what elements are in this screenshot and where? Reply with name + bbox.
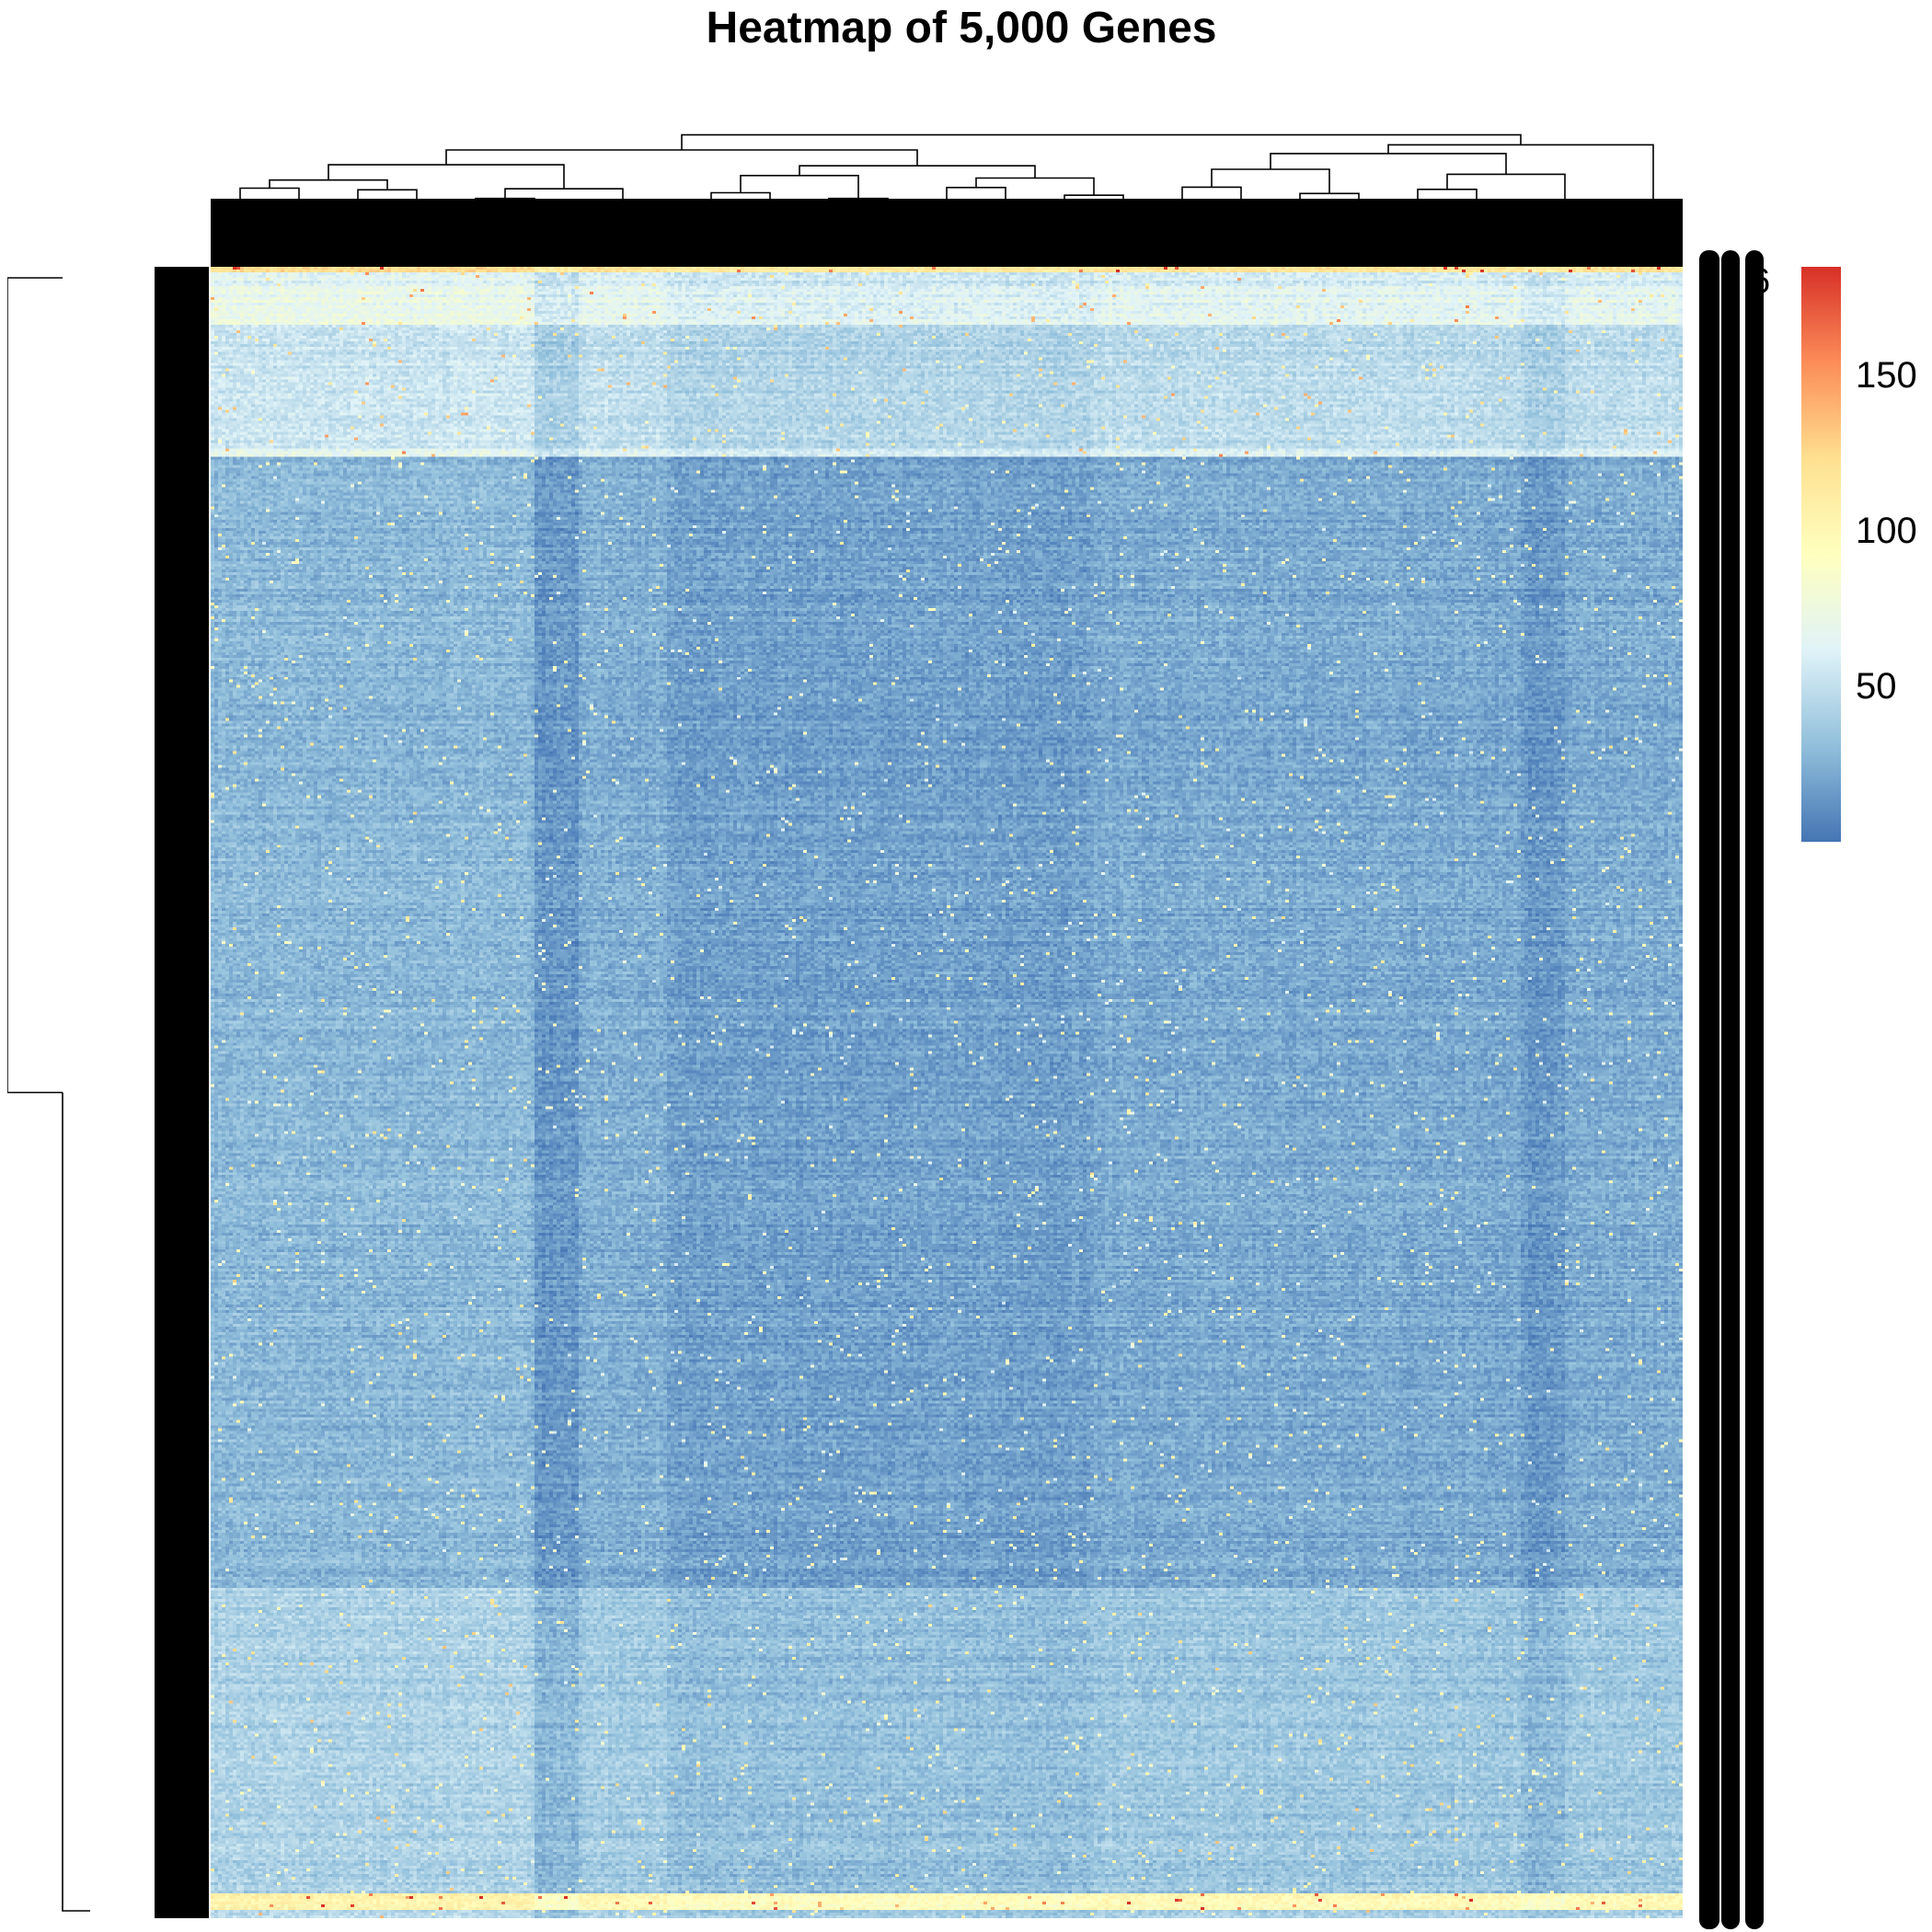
chart-title: Heatmap of 5,000 Genes	[706, 4, 1217, 52]
legend-color-bar	[1801, 267, 1841, 842]
row-label: 6	[1751, 262, 1770, 301]
heatmap-grid	[211, 267, 1683, 1918]
column-dendrogram	[211, 133, 1683, 267]
legend-tick-label: 50	[1856, 666, 1897, 707]
row-labels: 6	[1699, 250, 1770, 1929]
legend-tick-label: 100	[1856, 511, 1917, 552]
legend-tick-label: 150	[1856, 355, 1917, 397]
color-legend: 150 100 50	[1801, 267, 1930, 846]
row-dendrogram	[7, 267, 209, 1918]
